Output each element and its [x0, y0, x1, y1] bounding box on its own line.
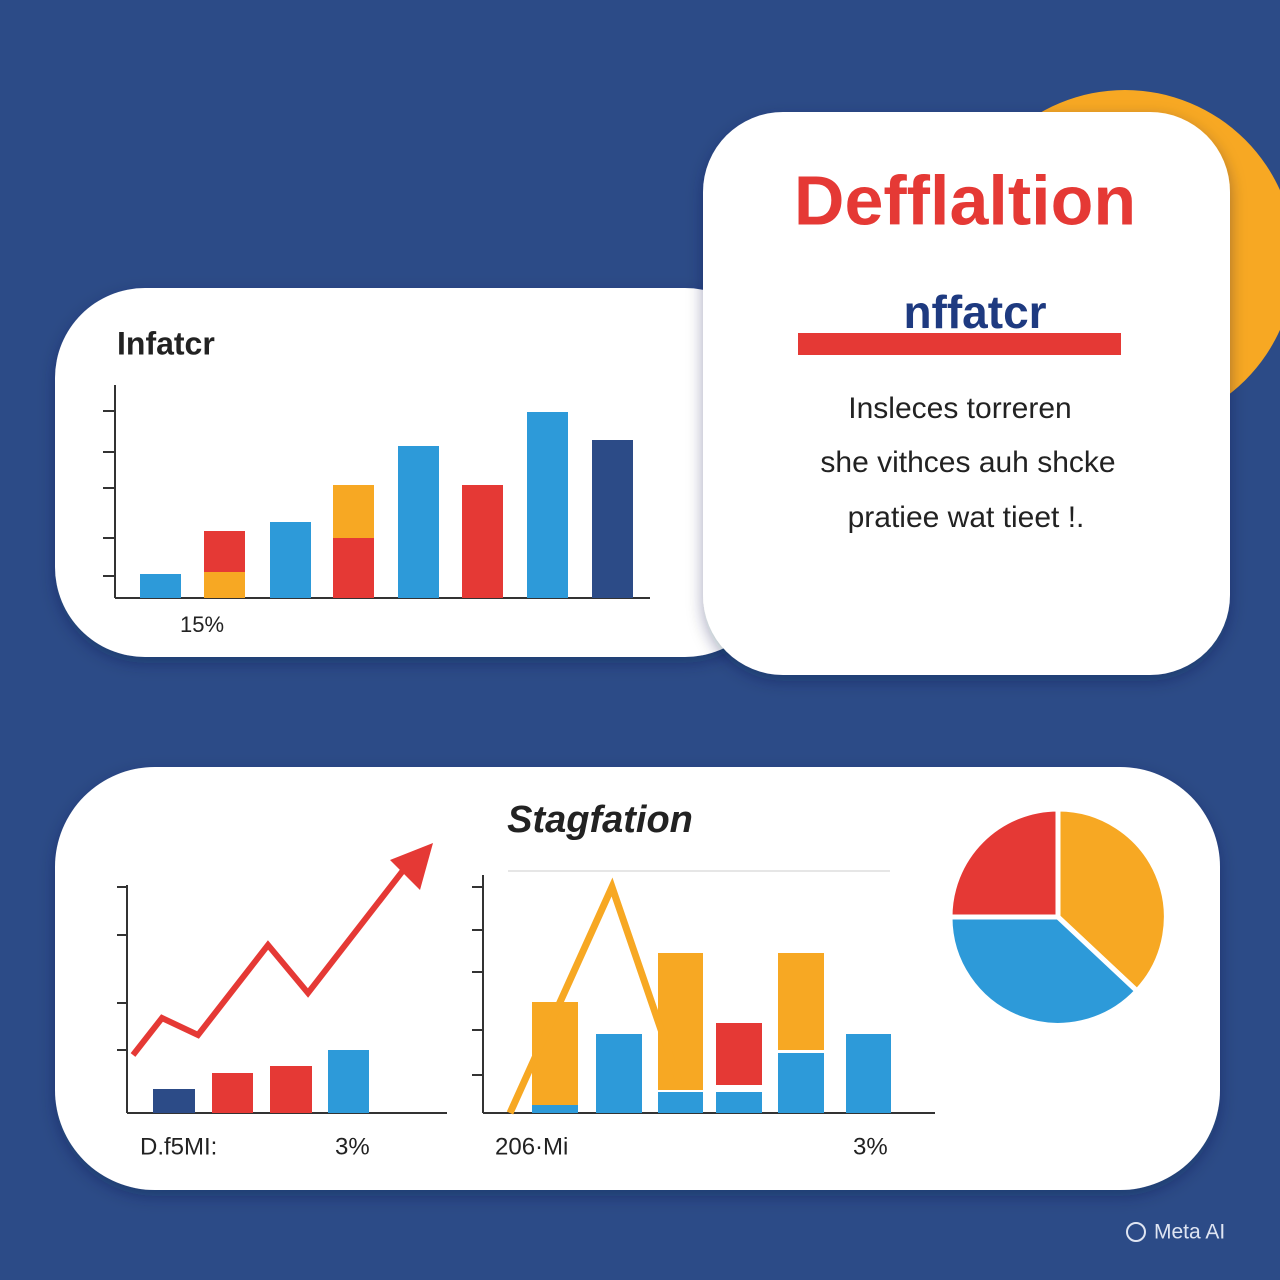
- card-title: Stagfation: [507, 799, 693, 841]
- watermark-icon: [1126, 1222, 1146, 1242]
- chart-value: 3%: [335, 1133, 370, 1160]
- chart-label: 206·Mi: [495, 1133, 568, 1160]
- chart-label: D.f5MI:: [140, 1133, 217, 1160]
- body-line: Insleces torreren: [848, 392, 1071, 425]
- chart-value: 3%: [853, 1133, 888, 1160]
- bar-chart: [103, 385, 650, 599]
- card-subtitle: nffatcr: [903, 286, 1046, 338]
- deflation-card: [703, 112, 1230, 675]
- body-line: pratiee wat tieet !.: [848, 501, 1085, 534]
- underline: [798, 333, 1121, 355]
- card-title: Infatcr: [117, 325, 215, 361]
- chart-label: 15%: [180, 612, 224, 637]
- pie-chart: [947, 806, 1169, 1028]
- watermark: Meta AI: [1154, 1221, 1225, 1244]
- card-title: Defflaltion: [794, 161, 1136, 239]
- line-bar-chart: [117, 843, 447, 1114]
- body-line: she vithces auh shcke: [820, 446, 1115, 479]
- combo-chart: [472, 870, 935, 1115]
